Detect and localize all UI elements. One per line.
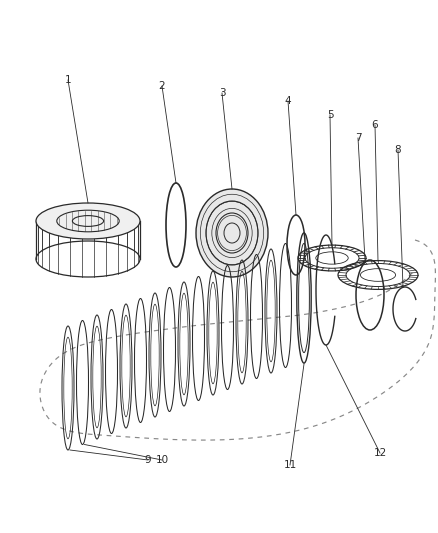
Text: 4: 4 bbox=[285, 96, 291, 106]
Text: 6: 6 bbox=[372, 120, 378, 130]
Text: 12: 12 bbox=[373, 448, 387, 458]
Text: 10: 10 bbox=[155, 455, 169, 465]
Text: 2: 2 bbox=[159, 81, 165, 91]
Ellipse shape bbox=[36, 203, 140, 239]
Text: 8: 8 bbox=[395, 145, 401, 155]
Text: 3: 3 bbox=[219, 88, 225, 98]
Text: 5: 5 bbox=[327, 110, 333, 120]
Ellipse shape bbox=[196, 189, 268, 277]
Text: 7: 7 bbox=[355, 133, 361, 143]
Text: 9: 9 bbox=[145, 455, 151, 465]
Text: 1: 1 bbox=[65, 75, 71, 85]
Text: 11: 11 bbox=[283, 460, 297, 470]
